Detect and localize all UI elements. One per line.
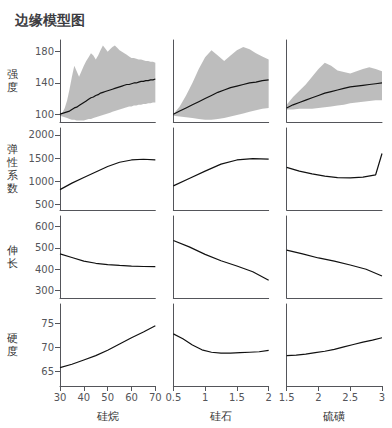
svg-text:75: 75 xyxy=(41,318,54,329)
svg-text:2.5: 2.5 xyxy=(342,392,358,403)
svg-text:500: 500 xyxy=(35,199,54,210)
svg-text:硬: 硬 xyxy=(7,332,18,345)
svg-text:180: 180 xyxy=(35,46,54,57)
svg-text:0.5: 0.5 xyxy=(165,392,181,403)
svg-text:度: 度 xyxy=(7,345,18,358)
svg-text:65: 65 xyxy=(41,366,54,377)
svg-text:1.5: 1.5 xyxy=(279,392,295,403)
svg-text:600: 600 xyxy=(35,221,54,232)
svg-text:400: 400 xyxy=(35,264,54,275)
svg-text:硅石: 硅石 xyxy=(209,410,232,423)
svg-text:2000: 2000 xyxy=(29,129,54,140)
svg-text:性: 性 xyxy=(6,156,18,169)
svg-text:100: 100 xyxy=(35,109,54,120)
svg-text:60: 60 xyxy=(125,392,138,403)
svg-text:70: 70 xyxy=(149,392,162,403)
svg-text:弹: 弹 xyxy=(7,143,18,156)
svg-text:1.5: 1.5 xyxy=(229,392,245,403)
svg-text:强: 强 xyxy=(7,68,18,81)
svg-text:1: 1 xyxy=(202,392,208,403)
svg-text:1000: 1000 xyxy=(29,176,54,187)
svg-text:系: 系 xyxy=(7,169,18,182)
svg-text:70: 70 xyxy=(41,342,54,353)
svg-text:2: 2 xyxy=(265,392,271,403)
svg-text:伸: 伸 xyxy=(7,244,18,257)
svg-text:硅烷: 硅烷 xyxy=(96,410,119,423)
svg-text:140: 140 xyxy=(35,77,54,88)
svg-text:30: 30 xyxy=(54,392,67,403)
svg-text:3: 3 xyxy=(379,392,385,403)
svg-text:2: 2 xyxy=(315,392,321,403)
svg-text:300: 300 xyxy=(35,285,54,296)
svg-text:1500: 1500 xyxy=(29,153,54,164)
svg-text:长: 长 xyxy=(7,257,18,270)
svg-text:度: 度 xyxy=(7,81,18,94)
svg-text:500: 500 xyxy=(35,242,54,253)
svg-text:边缘模型图: 边缘模型图 xyxy=(14,12,85,28)
svg-text:硫磺: 硫磺 xyxy=(323,410,345,423)
svg-text:40: 40 xyxy=(77,392,90,403)
svg-text:50: 50 xyxy=(101,392,114,403)
svg-text:数: 数 xyxy=(7,182,18,195)
